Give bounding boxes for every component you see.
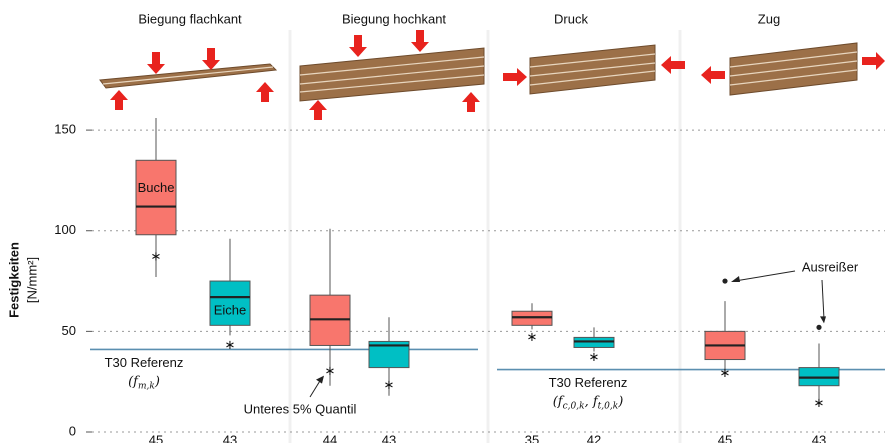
beam-zug — [701, 42, 885, 96]
formula-text: (f — [128, 374, 140, 389]
quantile-marker: ∗ — [527, 329, 538, 344]
formula-subscript: t,0,k — [598, 401, 619, 411]
outlier — [722, 278, 728, 284]
y-axis-label: Festigkeiten — [6, 242, 21, 318]
annotation-arrowhead — [820, 316, 826, 324]
quantile-marker: ∗ — [589, 349, 600, 364]
count-label: 42 — [587, 432, 601, 443]
y-tick-label: 150 — [54, 122, 76, 137]
box — [135, 159, 177, 236]
count-label: 43 — [223, 432, 237, 443]
count-label: 44 — [323, 432, 337, 443]
count-label: 43 — [382, 432, 396, 443]
count-label: 35 — [525, 432, 539, 443]
annotation-arrow — [821, 279, 825, 320]
formula-text: , f — [585, 394, 600, 409]
count-label: 43 — [812, 432, 826, 443]
formula-text: ) — [154, 374, 160, 389]
beam-druck — [503, 44, 685, 95]
annotation-quantile: Unteres 5% Quantil — [244, 401, 357, 416]
reference-formula: (fm,k) — [128, 374, 160, 391]
annotation-arrowhead — [731, 276, 740, 283]
annotation-arrow — [734, 270, 796, 282]
series-label: Buche — [138, 180, 175, 195]
category-label: Druck — [554, 11, 588, 26]
category-label: Biegung flachkant — [138, 11, 242, 26]
formula-text: (f — [553, 394, 565, 409]
series-label: Eiche — [214, 303, 247, 318]
reference-label: T30 Referenz — [105, 355, 184, 370]
y-tick-label: 0 — [69, 423, 76, 438]
category-label: Biegung hochkant — [342, 11, 446, 26]
outlier — [816, 324, 822, 330]
beam-flachkant — [99, 48, 278, 110]
formula-subscript: c,0,k — [563, 401, 585, 411]
count-label: 45 — [718, 432, 732, 443]
quantile-marker: ∗ — [325, 363, 336, 378]
quantile-marker: ∗ — [814, 395, 825, 410]
y-tick-label: 100 — [54, 222, 76, 237]
quantile-marker: ∗ — [384, 377, 395, 392]
formula-text: ) — [617, 394, 623, 409]
beam-hochkant — [299, 30, 485, 120]
formula-subscript: m,k — [138, 381, 155, 391]
count-label: 45 — [149, 432, 163, 443]
box — [209, 280, 251, 326]
quantile-marker: ∗ — [225, 337, 236, 352]
annotation-arrowhead — [316, 375, 324, 384]
quantile-marker: ∗ — [151, 248, 162, 263]
reference-formula: (fc,0,k, ft,0,k) — [553, 394, 624, 411]
annotation-outlier: Ausreißer — [802, 259, 859, 274]
y-axis-unit: [N/mm²] — [24, 257, 39, 303]
y-tick-label: 50 — [62, 323, 76, 338]
quantile-marker: ∗ — [720, 365, 731, 380]
category-label: Zug — [758, 11, 780, 26]
reference-label: T30 Referenz — [549, 375, 628, 390]
